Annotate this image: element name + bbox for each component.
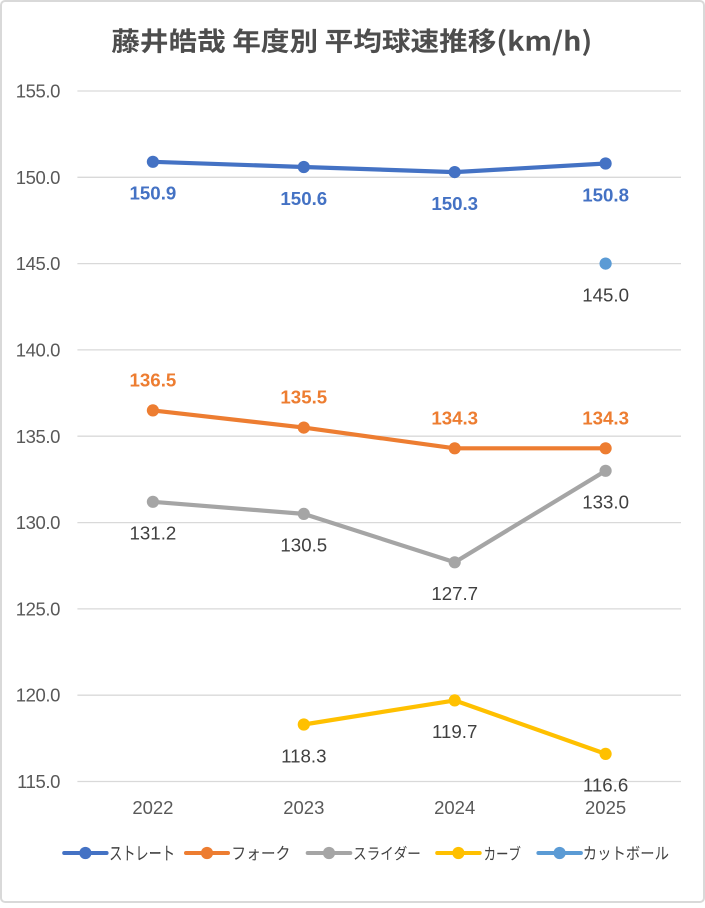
- svg-text:2022: 2022: [132, 797, 173, 818]
- svg-text:150.3: 150.3: [431, 193, 478, 214]
- svg-text:150.9: 150.9: [130, 183, 177, 204]
- svg-text:127.7: 127.7: [431, 583, 478, 604]
- svg-text:115.0: 115.0: [17, 771, 60, 792]
- svg-text:131.2: 131.2: [130, 523, 177, 544]
- svg-text:119.7: 119.7: [432, 721, 477, 742]
- svg-text:145.0: 145.0: [16, 253, 60, 274]
- svg-text:136.5: 136.5: [130, 370, 177, 391]
- svg-text:130.0: 130.0: [16, 512, 60, 533]
- svg-text:150.0: 150.0: [16, 167, 60, 188]
- svg-text:150.6: 150.6: [280, 188, 327, 209]
- svg-text:116.6: 116.6: [583, 775, 628, 796]
- svg-text:140.0: 140.0: [16, 339, 60, 360]
- svg-text:134.3: 134.3: [582, 407, 629, 428]
- svg-text:145.0: 145.0: [582, 284, 629, 305]
- svg-text:2025: 2025: [585, 797, 626, 818]
- svg-text:134.3: 134.3: [431, 407, 478, 428]
- svg-text:120.0: 120.0: [16, 685, 60, 706]
- svg-text:135.5: 135.5: [280, 387, 327, 408]
- svg-text:2023: 2023: [283, 797, 324, 818]
- svg-text:2024: 2024: [434, 797, 475, 818]
- svg-text:135.0: 135.0: [16, 426, 60, 447]
- svg-text:150.8: 150.8: [582, 184, 629, 205]
- svg-text:118.3: 118.3: [281, 745, 326, 766]
- svg-text:125.0: 125.0: [16, 598, 60, 619]
- svg-text:130.5: 130.5: [280, 535, 327, 556]
- svg-text:155.0: 155.0: [16, 81, 60, 102]
- svg-text:133.0: 133.0: [582, 492, 629, 513]
